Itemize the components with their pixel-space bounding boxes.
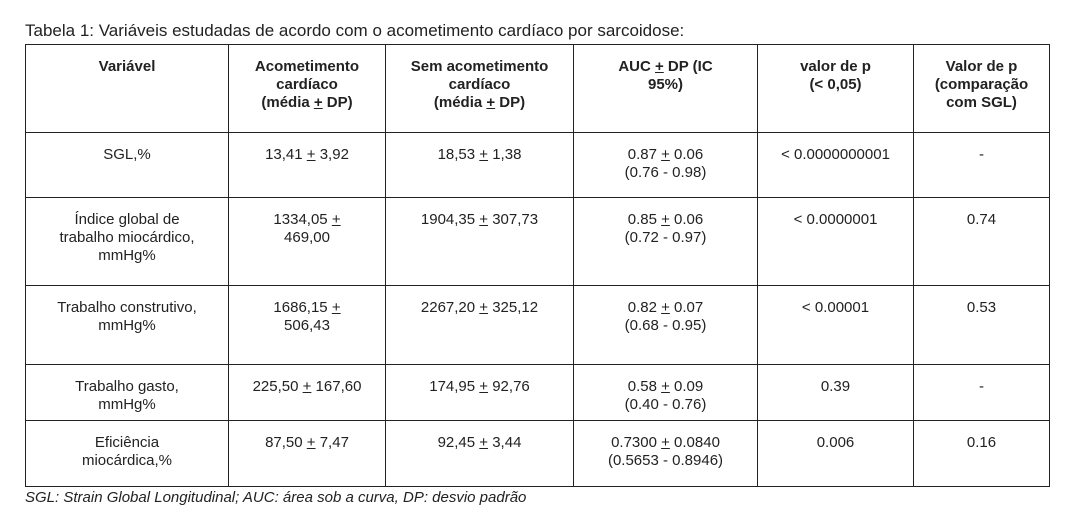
row: Eficiência miocárdica,% 87,50 + 7,47 92,45… [25,420,1050,487]
cell: 2267,20 + 325,12 [385,285,574,365]
cell: 0.85 + 0.06 (0.72 - 0.97) [573,197,758,286]
footnote: SGL: Strain Global Longitudinal; AUC: ár… [25,489,527,506]
cell: 0.74 [913,197,1050,286]
row: Trabalho construtivo, mmHg% 1686,15 + 506… [25,285,1050,365]
cell: 0.7300 + 0.0840 (0.5653 - 0.8946) [573,420,758,487]
cell: Índice global de trabalho miocárdico, mm… [25,197,229,286]
header-cell: Acometimento cardíaco (média + DP) [228,44,386,133]
header-cell: Variável [25,44,229,133]
row: SGL,% 13,41 + 3,92 18,53 + 1,38 0.87 + 0.06… [25,132,1050,198]
cell: 1904,35 + 307,73 [385,197,574,286]
cell: 18,53 + 1,38 [385,132,574,198]
cell: - [913,132,1050,198]
cell: < 0.0000001 [757,197,914,286]
header-cell: Sem acometimento cardíaco (média + DP) [385,44,574,133]
cell: SGL,% [25,132,229,198]
header-cell: Valor de p (comparação com SGL) [913,44,1050,133]
cell: 1334,05 + 469,00 [228,197,386,286]
cell: 0.82 + 0.07 (0.68 - 0.95) [573,285,758,365]
cell: 0.16 [913,420,1050,487]
cell: 0.87 + 0.06 (0.76 - 0.98) [573,132,758,198]
cell: Trabalho construtivo, mmHg% [25,285,229,365]
cell: < 0.0000000001 [757,132,914,198]
cell: 0.006 [757,420,914,487]
cell: - [913,364,1050,421]
cell: 92,45 + 3,44 [385,420,574,487]
cell: < 0.00001 [757,285,914,365]
cell: 13,41 + 3,92 [228,132,386,198]
cell: Trabalho gasto, mmHg% [25,364,229,421]
header-cell: valor de p (< 0,05) [757,44,914,133]
cell: Eficiência miocárdica,% [25,420,229,487]
header-row: Variável Acometimento cardíaco (média + D… [25,44,1050,133]
header-cell: AUC + DP (IC 95%) [573,44,758,133]
row: Trabalho gasto, mmHg% 225,50 + 167,60 174,… [25,364,1050,421]
cell: 225,50 + 167,60 [228,364,386,421]
cell: 174,95 + 92,76 [385,364,574,421]
caption: Tabela 1: Variáveis estudadas de acordo … [25,21,685,40]
cell: 0.39 [757,364,914,421]
table: Variável Acometimento cardíaco (média + D… [25,44,1050,487]
cell: 1686,15 + 506,43 [228,285,386,365]
row: Índice global de trabalho miocárdico, mm… [25,197,1050,286]
cell: 0.53 [913,285,1050,365]
cell: 0.58 + 0.09 (0.40 - 0.76) [573,364,758,421]
cell: 87,50 + 7,47 [228,420,386,487]
